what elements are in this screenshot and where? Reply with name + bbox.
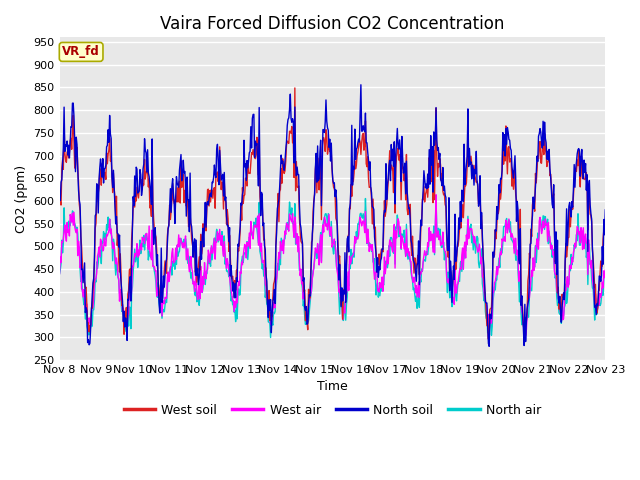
Text: VR_fd: VR_fd [62,46,100,59]
Y-axis label: CO2 (ppm): CO2 (ppm) [15,165,28,233]
Title: Vaira Forced Diffusion CO2 Concentration: Vaira Forced Diffusion CO2 Concentration [160,15,504,33]
X-axis label: Time: Time [317,381,348,394]
Legend: West soil, West air, North soil, North air: West soil, West air, North soil, North a… [119,398,546,421]
